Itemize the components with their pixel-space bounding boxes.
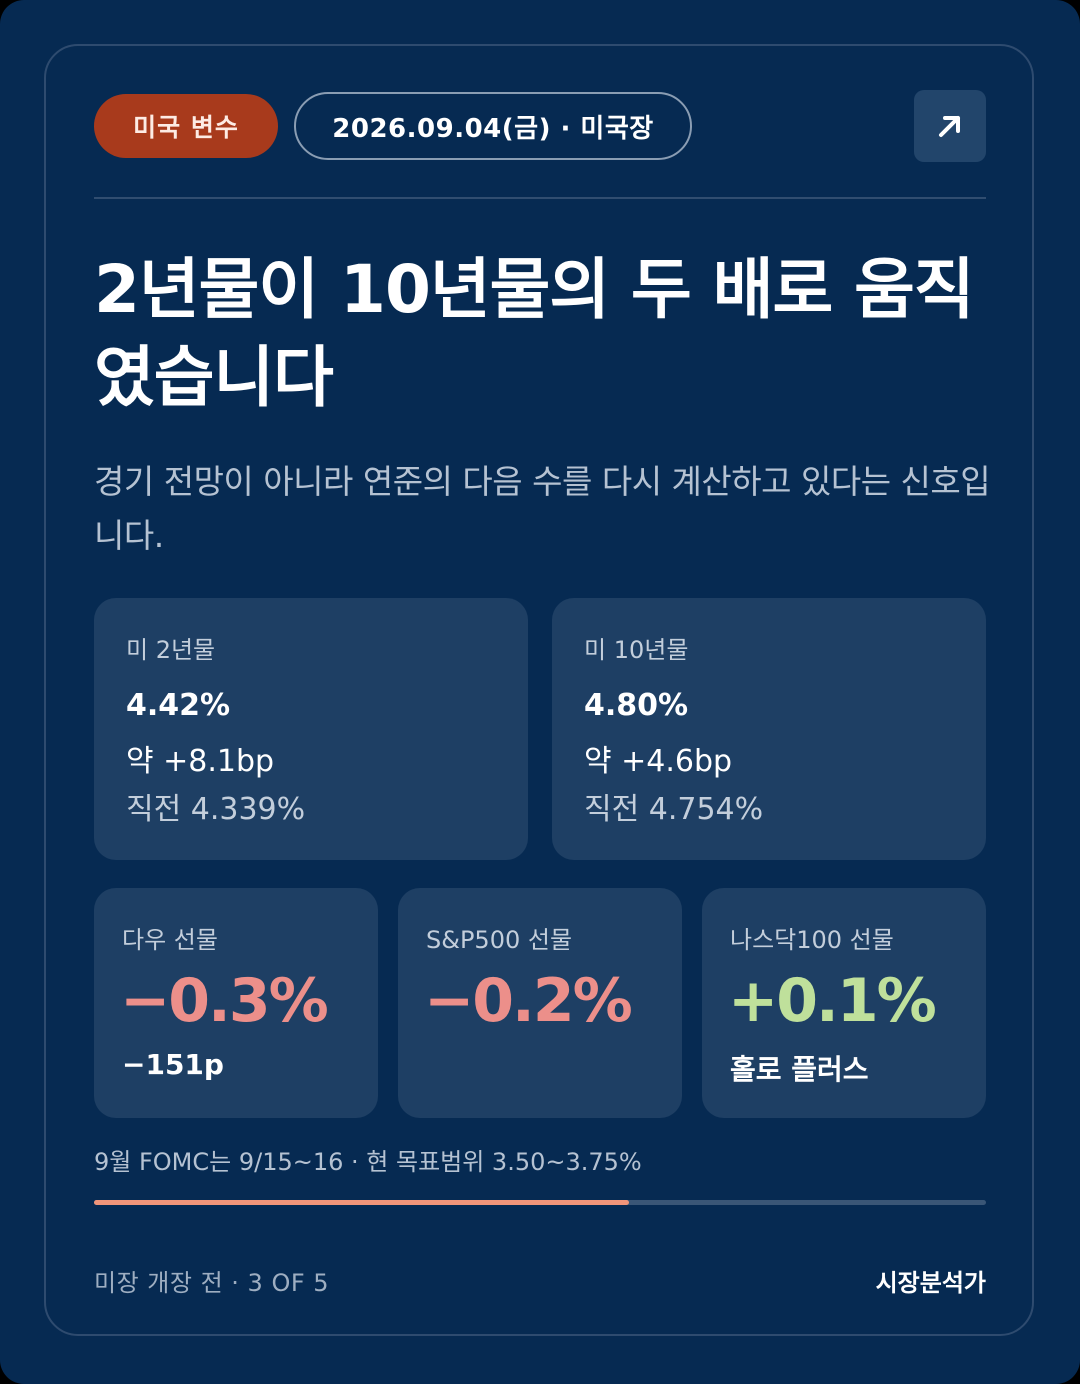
category-tag: 미국 변수: [94, 94, 278, 158]
header-divider: [94, 197, 986, 199]
futures-label: S&P500 선물: [426, 926, 573, 954]
futures-card-nasdaq100: 나스닥100 선물 +0.1% 홀로 플러스: [702, 888, 986, 1118]
author-name: 시장분석가: [875, 1269, 986, 1297]
futures-card-dow: 다우 선물 −0.3% −151p: [94, 888, 378, 1118]
yield-change: 약 +8.1bp: [126, 744, 275, 779]
yield-card-2y: 미 2년물 4.42% 약 +8.1bp 직전 4.339%: [94, 598, 528, 860]
yield-value: 4.42%: [126, 688, 231, 723]
futures-card-sp500: S&P500 선물 −0.2%: [398, 888, 682, 1118]
futures-note: −151p: [122, 1048, 224, 1081]
futures-label: 나스닥100 선물: [730, 926, 894, 954]
yield-previous: 직전 4.754%: [584, 792, 764, 827]
headline: 2년물이 10년물의 두 배로 움직였습니다: [94, 251, 975, 416]
futures-label: 다우 선물: [122, 926, 218, 954]
arrow-up-right-icon: [939, 116, 960, 137]
futures-value: +0.1%: [728, 966, 937, 1036]
futures-value: −0.2%: [424, 966, 633, 1036]
yield-change: 약 +4.6bp: [584, 744, 733, 779]
futures-note: 홀로 플러스: [730, 1053, 869, 1086]
footer-status: 미장 개장 전 · 3 OF 5: [94, 1269, 330, 1297]
progress-bar: [94, 1200, 986, 1205]
futures-value: −0.3%: [120, 966, 329, 1036]
yield-label: 미 2년물: [126, 636, 216, 664]
card-frame: [44, 44, 1034, 1336]
progress-fill: [94, 1200, 630, 1205]
yield-previous: 직전 4.339%: [126, 792, 306, 827]
yield-value: 4.80%: [584, 688, 689, 723]
fomc-note: 9월 FOMC는 9/15~16 · 현 목표범위 3.50~3.75%: [94, 1148, 642, 1176]
date-session-pill: 2026.09.04(금) · 미국장: [294, 92, 692, 160]
yield-card-10y: 미 10년물 4.80% 약 +4.6bp 직전 4.754%: [552, 598, 986, 860]
open-link-button[interactable]: [914, 90, 986, 162]
yield-label: 미 10년물: [584, 636, 689, 664]
subtitle: 경기 전망이 아니라 연준의 다음 수를 다시 계산하고 있다는 신호입니다.: [94, 462, 991, 555]
